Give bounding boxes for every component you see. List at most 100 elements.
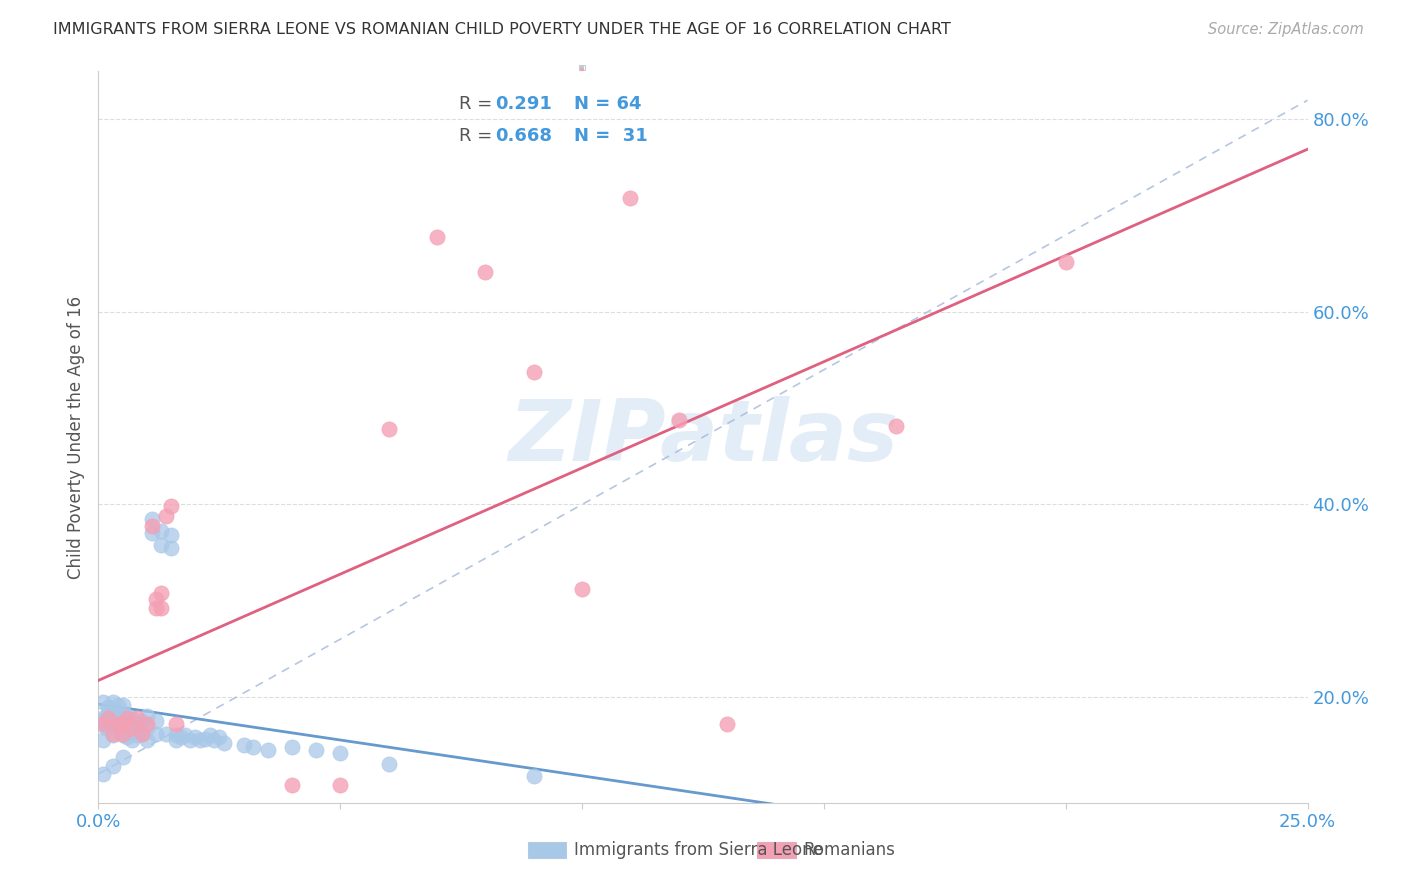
Point xyxy=(174,728,197,742)
Point xyxy=(305,743,328,757)
Point xyxy=(111,698,134,712)
Point xyxy=(474,264,496,278)
Point xyxy=(97,719,120,733)
Point xyxy=(135,721,157,735)
Point xyxy=(111,717,134,731)
Point xyxy=(97,707,120,722)
Point xyxy=(97,699,120,714)
Point xyxy=(145,601,167,615)
Point xyxy=(135,733,157,747)
Text: Immigrants from Sierra Leone: Immigrants from Sierra Leone xyxy=(574,840,823,859)
Point xyxy=(155,726,177,740)
Point xyxy=(150,601,173,615)
Point xyxy=(619,191,641,205)
Text: N = 64: N = 64 xyxy=(574,95,641,113)
Point xyxy=(198,728,221,742)
Point xyxy=(141,526,163,541)
Text: R =: R = xyxy=(458,127,498,145)
Point xyxy=(135,709,157,723)
Point xyxy=(886,418,908,433)
Text: ZIPatlas: ZIPatlas xyxy=(508,395,898,479)
Text: Romanians: Romanians xyxy=(803,840,896,859)
Point xyxy=(121,721,143,735)
Point xyxy=(127,717,149,731)
Legend: , : , xyxy=(579,65,585,70)
Point xyxy=(117,731,139,745)
Point xyxy=(329,779,352,793)
Point xyxy=(160,541,183,555)
Point xyxy=(101,717,124,731)
Point xyxy=(155,508,177,523)
Point xyxy=(188,733,211,747)
Point xyxy=(117,709,139,723)
Point xyxy=(150,586,173,600)
Point xyxy=(242,739,264,754)
Point xyxy=(523,365,546,379)
Point xyxy=(101,759,124,773)
Point xyxy=(150,524,173,539)
Point xyxy=(571,582,593,596)
Point xyxy=(97,711,120,725)
Point xyxy=(94,721,117,735)
Point xyxy=(111,728,134,742)
Point xyxy=(127,728,149,742)
Point xyxy=(329,746,352,760)
Point xyxy=(111,719,134,733)
Point xyxy=(107,698,129,712)
Point xyxy=(160,500,183,514)
Point xyxy=(107,717,129,731)
Text: Source: ZipAtlas.com: Source: ZipAtlas.com xyxy=(1208,22,1364,37)
Point xyxy=(165,728,187,742)
Point xyxy=(131,714,153,728)
Point xyxy=(107,723,129,738)
FancyBboxPatch shape xyxy=(758,841,796,858)
Point xyxy=(111,749,134,764)
Point xyxy=(160,528,183,542)
Point xyxy=(121,711,143,725)
Point xyxy=(107,711,129,725)
Text: 0.291: 0.291 xyxy=(495,95,553,113)
Point xyxy=(121,733,143,747)
Point xyxy=(179,733,201,747)
Point xyxy=(1054,255,1077,269)
Point xyxy=(141,518,163,533)
Point xyxy=(145,591,167,606)
Point xyxy=(131,726,153,740)
Point xyxy=(165,733,187,747)
Point xyxy=(111,726,134,740)
Point xyxy=(169,731,191,745)
Point xyxy=(91,767,114,781)
Point xyxy=(91,695,114,709)
Point xyxy=(204,733,226,747)
Text: IMMIGRANTS FROM SIERRA LEONE VS ROMANIAN CHILD POVERTY UNDER THE AGE OF 16 CORRE: IMMIGRANTS FROM SIERRA LEONE VS ROMANIAN… xyxy=(53,22,952,37)
Point xyxy=(281,779,304,793)
Point xyxy=(377,422,399,436)
Point xyxy=(184,731,207,745)
Point xyxy=(117,721,139,735)
Point xyxy=(212,736,235,750)
Point xyxy=(111,707,134,722)
Y-axis label: Child Poverty Under the Age of 16: Child Poverty Under the Age of 16 xyxy=(66,295,84,579)
Point xyxy=(145,714,167,728)
Point xyxy=(131,726,153,740)
Point xyxy=(145,726,167,740)
Point xyxy=(716,717,738,731)
Text: R =: R = xyxy=(458,95,498,113)
Text: 0.668: 0.668 xyxy=(495,127,553,145)
Point xyxy=(91,711,114,725)
Point xyxy=(91,717,114,731)
Point xyxy=(523,769,546,783)
Point xyxy=(256,743,278,757)
Point xyxy=(208,731,231,745)
Point xyxy=(165,717,187,731)
Point xyxy=(127,711,149,725)
Point xyxy=(194,732,217,747)
Point xyxy=(150,538,173,552)
Point xyxy=(377,757,399,772)
Point xyxy=(101,726,124,740)
Point xyxy=(668,413,690,427)
Point xyxy=(281,739,304,754)
Point xyxy=(121,723,143,738)
FancyBboxPatch shape xyxy=(527,841,567,858)
Point xyxy=(232,738,254,752)
